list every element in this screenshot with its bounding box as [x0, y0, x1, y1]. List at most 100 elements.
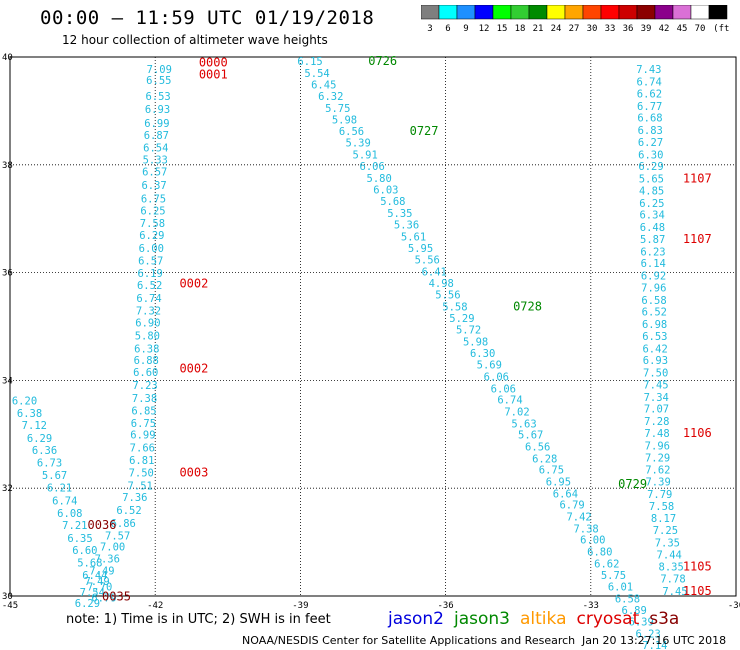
- pass-time-label: 1107: [683, 232, 712, 246]
- y-tick-label: 40: [2, 53, 13, 63]
- wave-height-value: 6.32: [318, 91, 343, 103]
- wave-height-value: 6.34: [639, 210, 664, 222]
- wave-height-value: 6.44: [82, 570, 107, 582]
- wave-height-value: 5.56: [415, 254, 440, 266]
- track-cryosat: 7.096.556.536.936.996.876.545.336.576.37…: [75, 56, 228, 610]
- wave-height-value: 6.77: [637, 101, 662, 113]
- wave-height-value: 6.54: [143, 142, 168, 154]
- wave-height-value: 6.20: [12, 396, 37, 408]
- wave-height-value: 5.80: [135, 330, 160, 342]
- wave-height-value: 7.58: [649, 501, 674, 513]
- wave-height-value: 6.25: [140, 205, 165, 217]
- wave-height-value: 6.25: [639, 198, 664, 210]
- wave-height-value: 5.67: [42, 470, 67, 482]
- wave-height-value: 7.96: [641, 282, 666, 294]
- wave-height-value: 6.35: [67, 533, 92, 545]
- wave-height-value: 6.75: [131, 418, 156, 430]
- colorbar-label: 36: [623, 24, 634, 34]
- wave-height-value: 7.42: [566, 512, 591, 524]
- wave-height-value: 7.57: [105, 530, 130, 542]
- pass-time-label: 0727: [410, 124, 439, 138]
- wave-height-value: 6.30: [470, 348, 495, 360]
- colorbar-label: 18: [515, 24, 526, 34]
- credit-text: NOAA/NESDIS Center for Satellite Applica…: [242, 634, 576, 647]
- wave-height-value: 6.93: [145, 104, 170, 116]
- wave-height-value: 6.98: [642, 319, 667, 331]
- y-tick-label: 36: [2, 269, 13, 279]
- wave-height-value: 6.38: [134, 343, 159, 355]
- wave-height-value: 5.67: [518, 430, 543, 442]
- wave-height-value: 6.06: [360, 161, 385, 173]
- wave-height-value: 6.53: [642, 331, 667, 343]
- wave-height-value: 6.74: [52, 495, 77, 507]
- legend-jason3: jason3: [454, 609, 510, 629]
- track-jason3: 6.155.546.456.325.755.986.565.395.916.06…: [297, 54, 740, 650]
- wave-height-value: 6.08: [57, 508, 82, 520]
- wave-height-value: 7.29: [645, 452, 670, 464]
- wave-height-value: 6.60: [72, 545, 97, 557]
- wave-height-value: 7.44: [657, 549, 682, 561]
- x-tick-label: -45: [2, 601, 18, 611]
- wave-height-value: 7.36: [122, 492, 147, 504]
- wave-height-value: 7.28: [644, 416, 669, 428]
- wave-height-value: 5.72: [456, 325, 481, 337]
- wave-height-value: 6.79: [91, 592, 116, 604]
- wave-height-value: 6.00: [580, 535, 605, 547]
- x-tick-label: -30: [728, 601, 740, 611]
- chart-subtitle: 12 hour collection of altimeter wave hei…: [62, 33, 328, 47]
- wave-height-value: 6.15: [297, 56, 322, 68]
- wave-height-value: 6.74: [637, 77, 662, 89]
- wave-height-value: 6.52: [116, 505, 141, 517]
- wave-height-value: 6.23: [640, 246, 665, 258]
- wave-height-value: 6.75: [539, 465, 564, 477]
- wave-height-value: 7.78: [660, 574, 685, 586]
- colorbar-label: 33: [605, 24, 616, 34]
- colorbar-label: (ft): [713, 24, 731, 34]
- wave-height-value: 6.41: [422, 266, 447, 278]
- wave-height-value: 6.93: [643, 355, 668, 367]
- wave-height-value: 7.66: [130, 443, 155, 455]
- x-tick-label: -42: [147, 601, 163, 611]
- pass-time-label: 0001: [199, 68, 228, 82]
- wave-height-value: 6.62: [637, 88, 662, 100]
- x-tick-label: -33: [583, 601, 599, 611]
- wave-height-value: 5.68: [380, 196, 405, 208]
- wave-height-value: 6.74: [136, 293, 161, 305]
- pass-time-label: 0000: [199, 56, 228, 70]
- wave-height-value: 6.87: [144, 130, 169, 142]
- wave-height-value: 7.50: [643, 368, 668, 380]
- wave-height-value: 6.55: [146, 75, 171, 87]
- y-tick-label: 34: [2, 376, 13, 386]
- pass-time-label: 0726: [368, 54, 397, 68]
- y-tick-label: 32: [2, 484, 13, 494]
- pass-time-label: 1105: [683, 584, 712, 598]
- wave-height-value: 6.00: [139, 243, 164, 255]
- wave-height-value: 7.54: [80, 587, 105, 599]
- wave-height-value: 7.45: [662, 586, 687, 598]
- wave-height-value: 5.80: [367, 173, 392, 185]
- pass-time-label: 0002: [179, 361, 208, 375]
- wave-height-value: 6.64: [553, 488, 578, 500]
- colorbar-label: 70: [695, 24, 706, 34]
- wave-height-value: 6.30: [638, 149, 663, 161]
- colorbar-label: 45: [677, 24, 688, 34]
- wave-height-value: 5.68: [77, 557, 102, 569]
- wave-height-value: 7.34: [644, 392, 669, 404]
- wave-height-value: 7.32: [136, 306, 161, 318]
- pass-time-label: 0729: [618, 477, 647, 491]
- x-tick-label: -36: [437, 601, 453, 611]
- wave-height-value: 6.60: [133, 367, 158, 379]
- wave-height-value: 6.21: [47, 482, 72, 494]
- colorbar-label: 24: [551, 24, 562, 34]
- wave-height-value: 6.28: [532, 453, 557, 465]
- y-tick-label: 30: [2, 592, 13, 602]
- wave-height-value: 6.29: [75, 598, 100, 610]
- plot-frame: [9, 56, 737, 597]
- wave-height-value: 6.27: [638, 137, 663, 149]
- wave-height-value: 7.51: [128, 480, 153, 492]
- wave-height-value: 6.01: [608, 582, 633, 594]
- pass-time-label: 0002: [179, 277, 208, 291]
- wave-height-value: 6.56: [525, 441, 550, 453]
